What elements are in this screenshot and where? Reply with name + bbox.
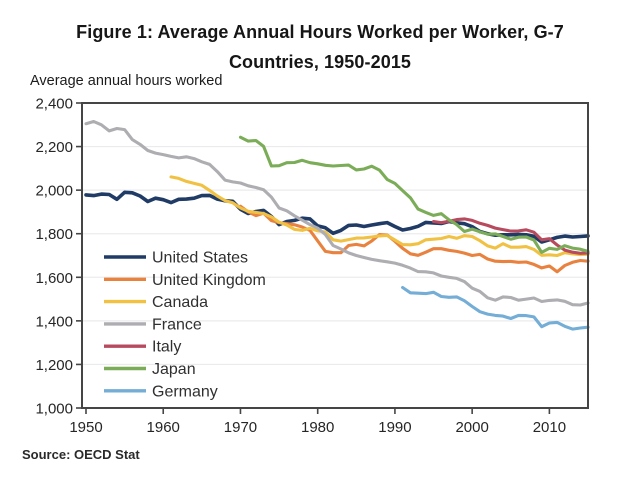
y-tick-label-1800: 1,800 (35, 226, 73, 243)
series-line-germany (401, 285, 590, 331)
y-tick-label-2200: 2,200 (35, 139, 73, 156)
legend-label-germany: Germany (152, 383, 218, 400)
series-line-japan (238, 135, 590, 254)
x-tick-label-1960: 1960 (147, 419, 180, 436)
y-tick-label-1400: 1,400 (35, 313, 73, 330)
y-tick-label-1600: 1,600 (35, 270, 73, 287)
x-tick-label-1950: 1950 (69, 419, 102, 436)
figure-title-line1: Figure 1: Average Annual Hours Worked pe… (76, 22, 564, 42)
y-tick-label-1000: 1,000 (35, 401, 73, 418)
x-tick-label-2010: 2010 (533, 419, 566, 436)
source-note: Source: OECD Stat (22, 447, 140, 462)
legend-label-united-states: United States (152, 250, 248, 267)
legend-label-japan: Japan (152, 361, 196, 378)
series-line-united-kingdom (238, 204, 590, 274)
x-tick-label-1990: 1990 (378, 419, 411, 436)
legend-label-united-kingdom: United Kingdom (152, 272, 266, 289)
y-tick-label-2000: 2,000 (35, 183, 73, 200)
legend-label-italy: Italy (152, 339, 181, 356)
y-axis-unit-label: Average annual hours worked (30, 73, 223, 89)
x-tick-label-1980: 1980 (301, 419, 334, 436)
series-line-france (84, 119, 590, 307)
series-line-canada (169, 175, 590, 258)
x-tick-label-1970: 1970 (224, 419, 257, 436)
y-tick-label-1200: 1,200 (35, 357, 73, 374)
figure-title-block: Figure 1: Average Annual Hours Worked pe… (0, 17, 640, 77)
y-tick-label-2400: 2,400 (35, 96, 73, 113)
series-line-united-states (84, 190, 590, 244)
legend-label-canada: Canada (152, 294, 208, 311)
figure-title-line2: Countries, 1950-2015 (228, 52, 412, 72)
x-tick-label-2000: 2000 (455, 419, 488, 436)
plot-border (81, 102, 589, 409)
legend-label-france: France (152, 316, 202, 333)
